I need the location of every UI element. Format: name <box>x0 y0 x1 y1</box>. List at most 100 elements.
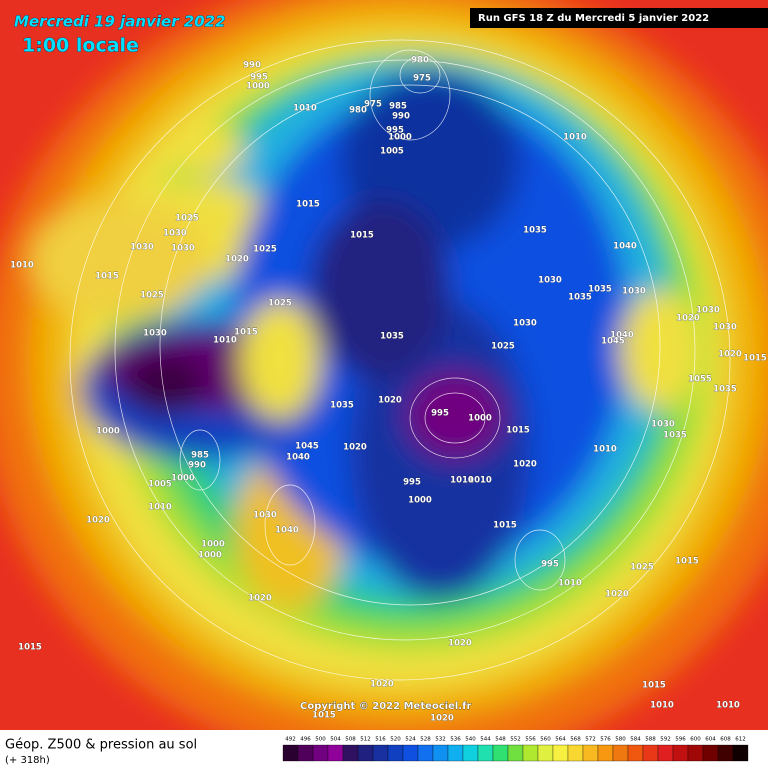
isobar-label: 1010 <box>593 445 617 455</box>
isobar-label: 1030 <box>622 287 646 297</box>
date: Mercredi 19 janvier 2022 <box>14 13 226 31</box>
scale-label: 576 <box>600 737 611 743</box>
scale-label: 544 <box>480 737 491 743</box>
scale-label: 536 <box>450 737 461 743</box>
scale-swatch <box>357 744 374 762</box>
isobar-label: 1030 <box>713 323 737 333</box>
scale-swatch <box>582 744 599 762</box>
scale-swatch <box>462 744 479 762</box>
isobar-label: 1010 <box>213 336 237 346</box>
scale-label: 572 <box>585 737 596 743</box>
isobar-label: 1030 <box>651 420 675 430</box>
isobar-label: 1020 <box>448 639 472 649</box>
isobar-label: 1025 <box>253 245 277 255</box>
isobar-label: 1000 <box>408 496 432 506</box>
scale-swatch <box>612 744 629 762</box>
scale-swatch <box>657 744 674 762</box>
isobar-label: 1010 <box>293 104 317 114</box>
scale-label: 600 <box>690 737 701 743</box>
scale-label: 564 <box>555 737 566 743</box>
time: 1:00 locale <box>22 35 139 57</box>
scale-swatch <box>552 744 569 762</box>
scale-swatch <box>372 744 389 762</box>
isobar-label: 1010 <box>10 261 34 271</box>
scale-swatch <box>417 744 434 762</box>
scale-swatch <box>492 744 509 762</box>
scale-swatch <box>432 744 449 762</box>
isobar-label: 1000 <box>388 133 412 143</box>
scale-label: 532 <box>435 737 446 743</box>
isobar-label: 1025 <box>491 342 515 352</box>
isobar-label: 990 <box>243 61 261 71</box>
isobar-label: 1025 <box>175 214 199 224</box>
isobar-label: 1040 <box>286 453 310 463</box>
scale-label: 524 <box>405 737 416 743</box>
scale-swatch <box>672 744 689 762</box>
isobar-label: 1035 <box>663 431 687 441</box>
scale-swatch <box>567 744 584 762</box>
run-box <box>470 8 768 28</box>
isobar-label: 1015 <box>506 426 530 436</box>
isobar-label: 1035 <box>568 293 592 303</box>
scale-label: 568 <box>570 737 581 743</box>
isobar-label: 1030 <box>696 306 720 316</box>
scale-label: 580 <box>615 737 626 743</box>
isobar-label: 1020 <box>676 314 700 324</box>
isobar-label: 1010 <box>558 579 582 589</box>
scale-label: 604 <box>705 737 716 743</box>
isobar-label: 985 <box>191 451 209 461</box>
isobar-label: 1000 <box>198 551 222 561</box>
scale-swatch <box>402 744 419 762</box>
isobar-label: 1030 <box>143 329 167 339</box>
isobar-label: 1005 <box>380 147 404 157</box>
isobar-label: 1040 <box>613 242 637 252</box>
isobar-label: 1030 <box>171 244 195 254</box>
isobar-label: 1030 <box>538 276 562 286</box>
isobar-label: 1020 <box>605 590 629 600</box>
isobar-label: 995 <box>431 409 449 419</box>
copyright: Copyright © 2022 Meteociel.fr <box>300 701 471 712</box>
isobar-label: 1025 <box>140 291 164 301</box>
scale-label: 596 <box>675 737 686 743</box>
isobar-label: 1030 <box>163 229 187 239</box>
isobar-label: 1020 <box>378 396 402 406</box>
scale-swatch <box>537 744 554 762</box>
isobar-label: 1015 <box>743 354 767 364</box>
isobar-label: 1020 <box>513 460 537 470</box>
isobar-label: 1040 <box>610 331 634 341</box>
isobar-label: 995 <box>403 478 421 488</box>
scale-swatch <box>732 744 749 762</box>
scale-label: 512 <box>360 737 371 743</box>
scale-label: 588 <box>645 737 656 743</box>
scale-swatch <box>522 744 539 762</box>
scale-swatch <box>717 744 734 762</box>
isobar-label: 1015 <box>296 200 320 210</box>
scale-swatch <box>642 744 659 762</box>
scale-swatch <box>297 744 314 762</box>
scale-swatch <box>507 744 524 762</box>
scale-label: 540 <box>465 737 476 743</box>
scale-swatch <box>312 744 329 762</box>
isobar-label: 1020 <box>343 443 367 453</box>
scale-label: 504 <box>330 737 341 743</box>
isobar-label: 1045 <box>295 442 319 452</box>
isobar-label: 1040 <box>275 526 299 536</box>
isobar-label: 975 <box>364 100 382 110</box>
isobar-label: 1020 <box>248 594 272 604</box>
isobar-label: 1000 <box>201 540 225 550</box>
isobar-label: 995 <box>541 560 559 570</box>
isobar-label: 1010 <box>563 133 587 143</box>
isobar-label: 1015 <box>18 643 42 653</box>
scale-label: 560 <box>540 737 551 743</box>
isobar-label: 1015 <box>493 521 517 531</box>
isobar-label: 1035 <box>588 285 612 295</box>
scale-label: 612 <box>735 737 746 743</box>
isobar-label: 980 <box>411 56 429 66</box>
isobar-label: 1005 <box>148 480 172 490</box>
isobar-label: 1035 <box>330 401 354 411</box>
isobar-label: 975 <box>413 74 431 84</box>
run-info: Run GFS 18 Z du Mercredi 5 janvier 2022 <box>478 13 709 24</box>
scale-label: 520 <box>390 737 401 743</box>
